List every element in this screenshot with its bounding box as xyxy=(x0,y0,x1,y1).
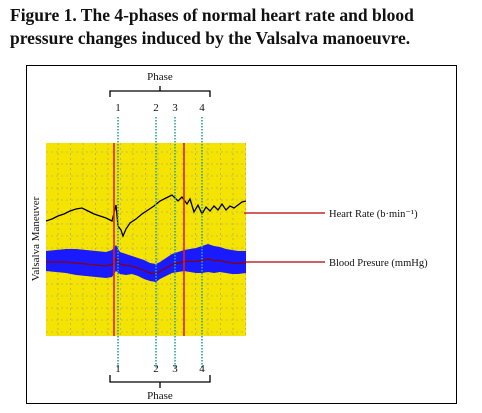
blood-pressure-label: Blood Presure (mmHg) xyxy=(329,258,428,269)
phase-bracket-bottom xyxy=(109,375,211,388)
heart-rate-trace xyxy=(45,194,247,238)
phase-number-top-3: 3 xyxy=(172,102,178,114)
phase-number-bottom-4: 4 xyxy=(199,363,205,375)
phase-numbers-top: 1 2 3 4 xyxy=(115,102,205,114)
heart-rate-label: Heart Rate (b·min⁻¹) xyxy=(329,209,418,220)
blood-pressure-band xyxy=(46,244,246,282)
phase-number-top-2: 2 xyxy=(153,102,159,114)
figure-caption: Figure 1. The 4-phases of normal heart r… xyxy=(10,4,470,50)
phase-header-top: Phase xyxy=(147,71,173,83)
phase-lines xyxy=(113,117,203,369)
phase-number-bottom-2: 2 xyxy=(153,363,159,375)
figure-frame xyxy=(26,65,457,404)
phase-bracket-top xyxy=(109,86,211,97)
valsalva-side-label: Valsalva Maneuver xyxy=(30,196,42,281)
phase-numbers-bottom: 1 2 3 4 xyxy=(115,363,205,375)
phase-number-bottom-3: 3 xyxy=(172,363,178,375)
phase-header-bottom: Phase xyxy=(147,390,173,402)
plot-background xyxy=(46,143,246,336)
caption-line-2: pressure changes induced by the Valsalva… xyxy=(10,28,411,48)
caption-line-1: Figure 1. The 4-phases of normal heart r… xyxy=(10,5,414,25)
phase-number-bottom-1: 1 xyxy=(115,363,121,375)
phase-number-top-4: 4 xyxy=(199,102,205,114)
phase-number-top-1: 1 xyxy=(115,102,121,114)
